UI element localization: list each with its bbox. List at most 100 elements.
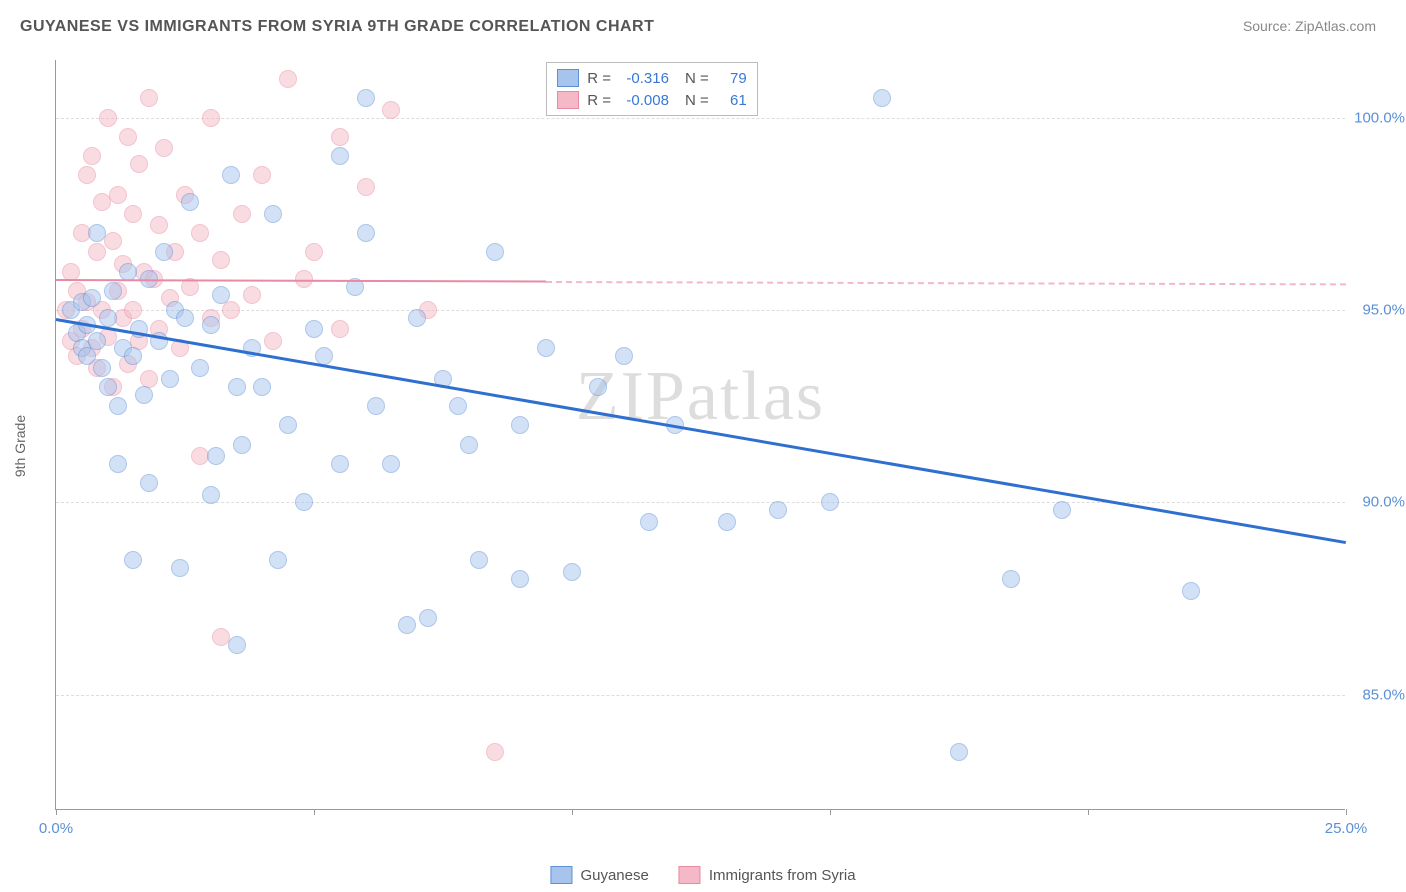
scatter-point (228, 378, 246, 396)
scatter-point (171, 559, 189, 577)
scatter-point (305, 320, 323, 338)
scatter-point (398, 616, 416, 634)
scatter-point (511, 416, 529, 434)
scatter-point (99, 309, 117, 327)
stat-n-label: N = (685, 92, 709, 109)
x-tick (56, 809, 57, 815)
stat-n-label: N = (685, 70, 709, 87)
scatter-point (83, 289, 101, 307)
scatter-point (279, 416, 297, 434)
stat-r-value: -0.008 (619, 92, 669, 109)
scatter-point (124, 301, 142, 319)
scatter-point (821, 493, 839, 511)
scatter-point (253, 166, 271, 184)
scatter-point (357, 224, 375, 242)
scatter-point (222, 301, 240, 319)
scatter-point (470, 551, 488, 569)
scatter-point (295, 493, 313, 511)
trend-line-dashed (546, 281, 1346, 285)
stat-n-value: 61 (717, 92, 747, 109)
stats-row: R =-0.316N =79 (557, 67, 747, 89)
chart-title: GUYANESE VS IMMIGRANTS FROM SYRIA 9TH GR… (20, 18, 654, 36)
scatter-point (718, 513, 736, 531)
watermark-thin: atlas (687, 358, 825, 435)
legend-label-syria: Immigrants from Syria (709, 867, 856, 884)
y-tick-label: 90.0% (1350, 494, 1405, 511)
stats-row: R = -0.008 N = 61 (557, 89, 747, 111)
stats-swatch (557, 91, 579, 109)
source-label: Source: ZipAtlas.com (1243, 18, 1376, 34)
scatter-point (104, 232, 122, 250)
legend-swatch-guyanese (550, 866, 572, 884)
stat-n-value: 79 (717, 70, 747, 87)
scatter-point (511, 570, 529, 588)
scatter-point (486, 743, 504, 761)
plot-area: ZIPatlas 85.0%90.0%95.0%100.0%0.0%25.0%R… (55, 60, 1345, 810)
scatter-point (109, 397, 127, 415)
x-tick (572, 809, 573, 815)
scatter-point (155, 243, 173, 261)
scatter-point (212, 286, 230, 304)
legend-item-guyanese: Guyanese (550, 866, 648, 884)
x-tick-label: 25.0% (1325, 820, 1368, 837)
legend-swatch-syria (679, 866, 701, 884)
scatter-point (331, 128, 349, 146)
trend-line (56, 318, 1346, 544)
x-tick (314, 809, 315, 815)
watermark: ZIPatlas (576, 357, 825, 437)
scatter-point (62, 263, 80, 281)
scatter-point (99, 109, 117, 127)
scatter-point (161, 370, 179, 388)
stat-r-label: R = (587, 70, 611, 87)
scatter-point (99, 378, 117, 396)
stats-swatch (557, 69, 579, 87)
scatter-point (119, 128, 137, 146)
scatter-point (135, 386, 153, 404)
scatter-point (243, 286, 261, 304)
scatter-point (104, 282, 122, 300)
scatter-point (449, 397, 467, 415)
scatter-point (233, 436, 251, 454)
scatter-point (233, 205, 251, 223)
scatter-point (88, 243, 106, 261)
legend-item-syria: Immigrants from Syria (679, 866, 856, 884)
scatter-point (331, 455, 349, 473)
scatter-point (181, 193, 199, 211)
y-axis-label: 9th Grade (12, 415, 28, 477)
scatter-point (563, 563, 581, 581)
scatter-point (176, 309, 194, 327)
scatter-point (150, 216, 168, 234)
scatter-point (537, 339, 555, 357)
scatter-point (78, 166, 96, 184)
x-tick (1088, 809, 1089, 815)
scatter-point (88, 332, 106, 350)
scatter-point (331, 147, 349, 165)
gridline-h (56, 502, 1345, 503)
scatter-point (331, 320, 349, 338)
scatter-point (769, 501, 787, 519)
scatter-point (222, 166, 240, 184)
y-tick-label: 100.0% (1350, 109, 1405, 126)
legend: Guyanese Immigrants from Syria (550, 866, 855, 884)
scatter-point (207, 447, 225, 465)
scatter-point (119, 263, 137, 281)
scatter-point (191, 359, 209, 377)
x-tick (1346, 809, 1347, 815)
scatter-point (305, 243, 323, 261)
stat-r-label: R = (587, 92, 611, 109)
scatter-point (88, 224, 106, 242)
scatter-point (130, 155, 148, 173)
legend-label-guyanese: Guyanese (580, 867, 648, 884)
scatter-point (382, 455, 400, 473)
chart-container: GUYANESE VS IMMIGRANTS FROM SYRIA 9TH GR… (0, 0, 1406, 892)
scatter-point (357, 178, 375, 196)
scatter-point (382, 101, 400, 119)
scatter-point (408, 309, 426, 327)
scatter-point (269, 551, 287, 569)
scatter-point (202, 109, 220, 127)
scatter-point (873, 89, 891, 107)
x-tick (830, 809, 831, 815)
scatter-point (279, 70, 297, 88)
scatter-point (419, 609, 437, 627)
stats-box: R =-0.316N =79R =-0.008N =61 (546, 62, 758, 116)
